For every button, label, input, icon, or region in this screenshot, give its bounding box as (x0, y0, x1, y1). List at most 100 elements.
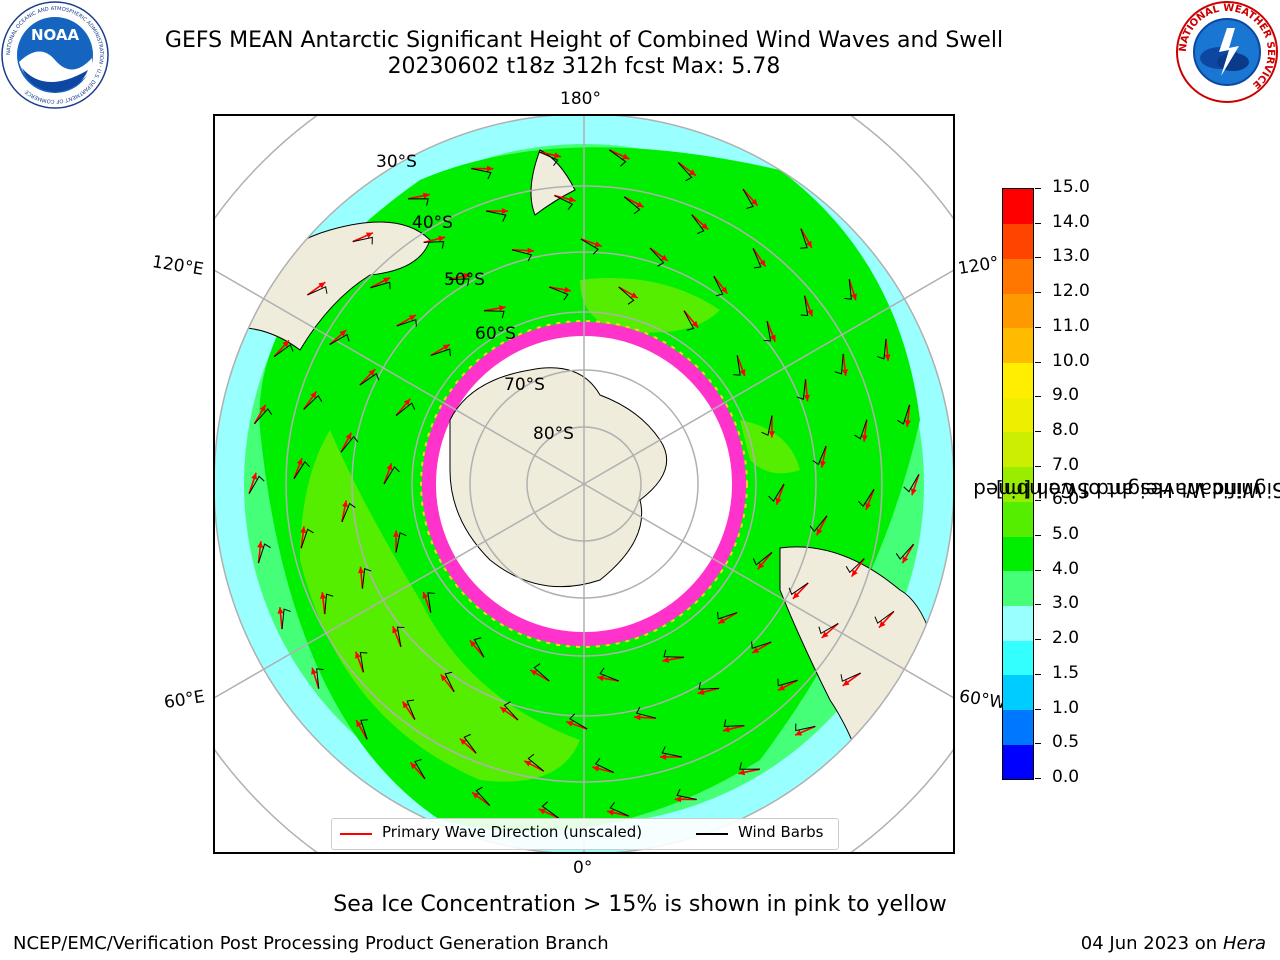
colorbar-segment (1003, 536, 1033, 572)
colorbar-tick-label: 2.0 (1052, 628, 1080, 649)
wave-arrow-head (674, 796, 682, 803)
wave-arrow (596, 676, 619, 682)
wave-arrow-head (472, 792, 479, 799)
colorbar-tick (1035, 778, 1041, 779)
wind-barb (359, 372, 380, 386)
wind-barb (360, 719, 368, 740)
colorbar-title: Significant Height of Combined Wind Waves… (973, 478, 1280, 502)
wind-barb (406, 699, 416, 720)
wind-barb (840, 672, 861, 682)
wave-arrow-head (500, 707, 508, 714)
wave-arrow-head (634, 714, 641, 721)
wave-arrow-head (803, 394, 811, 402)
wave-arrow (850, 558, 865, 578)
colorbar-tick (1035, 535, 1041, 537)
wave-arrow (662, 656, 685, 662)
wave-arrow-head (807, 309, 813, 317)
wind-barb (857, 489, 875, 507)
wave-arrow-head (300, 526, 307, 534)
wind-barb (661, 746, 682, 758)
wave-arrow-head (757, 562, 765, 570)
wave-arrow (248, 472, 257, 494)
wave-arrow (395, 398, 411, 417)
wave-arrow-head (368, 369, 376, 376)
colorbar-segment (1003, 293, 1033, 329)
wind-barb (471, 168, 492, 180)
wave-arrow-head (392, 626, 398, 634)
chart-title: GEFS MEAN Antarctic Significant Height o… (164, 28, 1004, 53)
wave-arrow-head (568, 196, 576, 203)
colorbar-tick (1035, 292, 1041, 294)
wind-barb (359, 651, 368, 673)
wave-arrow (623, 196, 645, 208)
wind-barb (396, 318, 417, 327)
wind-barb (569, 713, 588, 730)
wind-barb (539, 151, 559, 166)
wind-barb (763, 321, 772, 342)
wave-arrow (499, 706, 519, 721)
wave-arrow (352, 232, 374, 243)
wave-arrow (396, 314, 417, 327)
wind-barb (303, 394, 323, 410)
wave-arrow-head (751, 198, 758, 206)
colorbar-tick (1035, 465, 1041, 467)
colorbar-segment (1003, 397, 1033, 433)
wave-arrow (329, 329, 347, 346)
wave-arrow-head (701, 222, 709, 230)
wave-arrow (430, 343, 451, 357)
chart-subtitle: 20230602 t18z 312h fcst Max: 5.78 (387, 54, 781, 79)
wave-arrow (911, 474, 920, 496)
wave-arrow-head (501, 208, 509, 215)
wind-barb (649, 247, 665, 267)
wave-arrow (566, 720, 588, 730)
wave-arrow-head (592, 765, 600, 772)
wave-arrow (792, 582, 809, 600)
wave-arrow-head (821, 631, 829, 638)
wind-barb (717, 611, 738, 620)
colorbar-tick-label: 0.0 (1052, 767, 1080, 787)
wind-barb (527, 753, 545, 772)
wave-field-3m (244, 144, 924, 824)
wave-arrow-head (440, 674, 447, 682)
wave-arrow-head (902, 556, 909, 564)
wind-barb (752, 552, 773, 566)
wind-barb (609, 802, 629, 817)
wind-barb (340, 435, 359, 453)
wave-arrow-head (841, 369, 849, 376)
wave-arrow (885, 338, 889, 361)
wave-arrow-head (422, 591, 429, 599)
wave-arrow-head (342, 500, 348, 508)
wave-arrow (752, 247, 767, 268)
wave-arrow-head (554, 152, 561, 159)
wave-arrow (355, 719, 368, 740)
wave-field-low (214, 115, 954, 853)
noaa-logo-text: NOAA (31, 26, 80, 44)
wind-barb (300, 528, 314, 549)
colorbar-segment (1003, 605, 1033, 641)
wave-arrow (901, 543, 915, 564)
wave-arrow (804, 379, 809, 402)
wave-arrow (697, 687, 720, 695)
wave-arrow-head (356, 720, 363, 728)
colorbar-segment (1003, 674, 1033, 711)
colorbar-tick-label: 7.0 (1052, 454, 1080, 475)
wind-barb (324, 593, 334, 615)
wave-arrow (511, 249, 534, 252)
wind-barb (854, 419, 868, 440)
wind-barb (383, 466, 400, 485)
colorbar-tick (1035, 396, 1041, 398)
wave-arrow (257, 541, 262, 564)
wave-arrow (736, 355, 746, 377)
lon-label-60e: 60°E (162, 686, 207, 714)
wave-arrow-head (259, 404, 266, 412)
lon-label-0: 0° (573, 858, 593, 878)
wave-arrow-head (498, 305, 506, 312)
wave-arrow-head (759, 259, 766, 267)
lat-label-60s: 60°S (475, 324, 516, 344)
wave-arrow-head (310, 391, 317, 399)
wind-barb (396, 626, 405, 647)
wave-arrow (306, 281, 326, 296)
wave-arrow (649, 247, 669, 262)
nws-logo: NATIONAL WEATHER SERVICE (1176, 1, 1278, 103)
wave-arrow (722, 724, 745, 732)
